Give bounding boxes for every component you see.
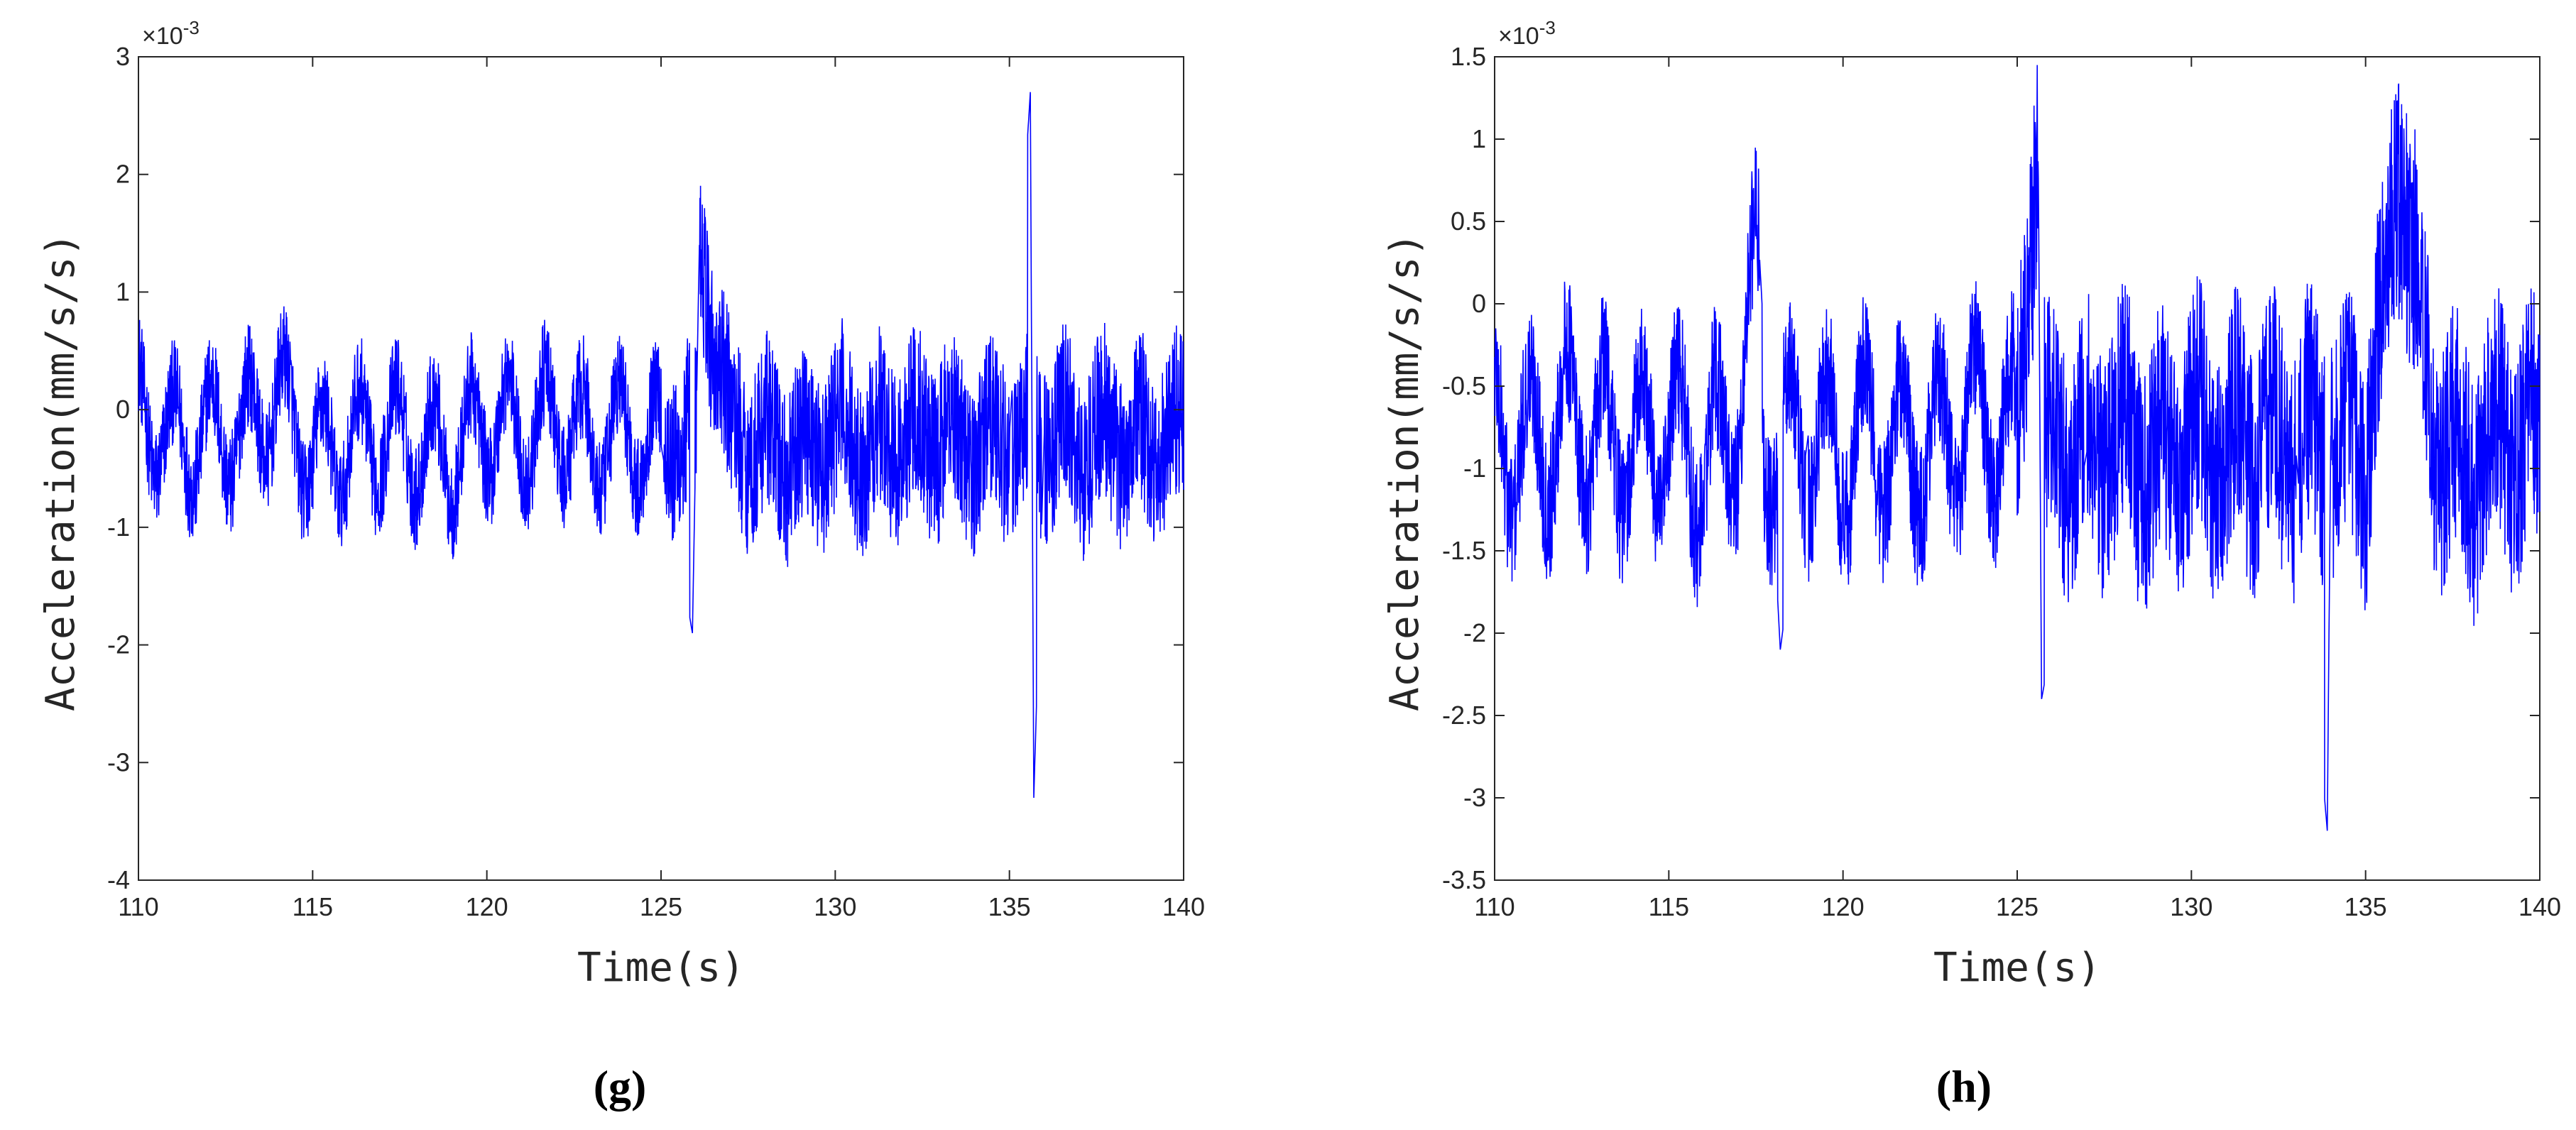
series-line-h [1494, 65, 2540, 831]
y-tick-label-g: 2 [116, 160, 130, 189]
y-tick-label-g: -2 [107, 630, 130, 659]
y-tick-label-h: -1.5 [1442, 536, 1486, 565]
y-tick-label-h: -3.5 [1442, 865, 1486, 894]
panel-label-g: (g) [594, 1061, 647, 1112]
y-tick-label-g: -1 [107, 512, 130, 542]
x-tick-label-g: 120 [466, 892, 508, 921]
y-tick-label-g: -4 [107, 865, 130, 894]
panel-label-h: (h) [1936, 1061, 1992, 1112]
x-axis-label-g: Time(s) [577, 945, 745, 991]
y-tick-label-g: 0 [116, 395, 130, 424]
x-tick-label-g: 140 [1162, 892, 1205, 921]
y-axis-label-h: Acceleration(mm/s/s) [1382, 233, 1428, 711]
y-tick-label-g: 3 [116, 42, 130, 71]
x-tick-label-h: 115 [1649, 892, 1689, 921]
y-tick-label-h: -3 [1463, 783, 1486, 812]
y-tick-label-h: -0.5 [1442, 371, 1486, 400]
y-tick-label-h: 1 [1472, 124, 1486, 153]
x-tick-label-h: 130 [2170, 892, 2212, 921]
chart-g: 110 115 120 125 130 135 140 -4 -3 -2 -1 0 1 2 3 ×10-3… [38, 17, 1205, 1112]
series-path-g [138, 92, 1184, 799]
x-tick-label-h: 125 [1996, 892, 2039, 921]
y-tick-label-g: 1 [116, 277, 130, 306]
x-tick-label-g: 115 [293, 892, 333, 921]
x-ticks-g: 110 115 120 125 130 135 140 [118, 57, 1205, 921]
y-scale-factor-h: ×10-3 [1498, 17, 1556, 50]
x-tick-label-h: 110 [1474, 892, 1515, 921]
y-tick-label-h: 0 [1472, 289, 1486, 318]
x-ticks-h: 110 115 120 125 130 135 140 [1474, 57, 2561, 921]
y-axis-label-g: Acceleration(mm/s/s) [38, 233, 84, 711]
y-tick-label-h: -2 [1463, 618, 1486, 647]
series-line-g [138, 92, 1184, 799]
x-tick-label-g: 130 [814, 892, 856, 921]
y-ticks-h: -3.5 -3 -2.5 -2 -1.5 -1 -0.5 0 0.5 1 1.5 [1442, 42, 2540, 894]
y-scale-factor-g: ×10-3 [142, 17, 200, 50]
x-tick-label-g: 125 [640, 892, 682, 921]
chart-h: 110 115 120 125 130 135 140 -3.5 -3 -2.5 -2 -1.5 -1… [1382, 17, 2561, 1112]
y-tick-label-h: 1.5 [1451, 42, 1486, 71]
x-tick-label-h: 135 [2345, 892, 2387, 921]
y-tick-label-h: -1 [1463, 454, 1486, 483]
y-tick-label-g: -3 [107, 747, 130, 777]
series-path-h [1494, 65, 2540, 831]
x-tick-label-h: 140 [2518, 892, 2561, 921]
x-axis-label-h: Time(s) [1933, 945, 2101, 991]
y-tick-label-h: 0.5 [1451, 207, 1486, 236]
y-ticks-g: -4 -3 -2 -1 0 1 2 3 [107, 42, 1184, 894]
x-tick-label-h: 120 [1822, 892, 1865, 921]
x-tick-label-g: 110 [118, 892, 158, 921]
x-tick-label-g: 135 [988, 892, 1031, 921]
y-tick-label-h: -2.5 [1442, 701, 1486, 730]
